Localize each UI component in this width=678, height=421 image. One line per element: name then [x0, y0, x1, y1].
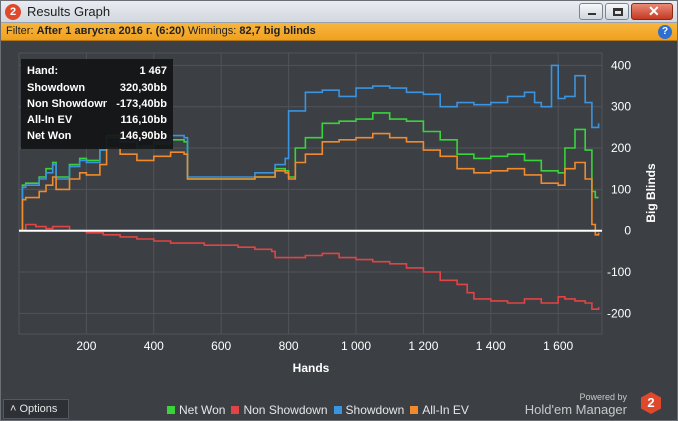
legend-item[interactable]: All-In EV — [410, 403, 469, 417]
y-tick-label: -100 — [607, 265, 631, 279]
legend-label: Net Won — [179, 403, 226, 417]
series-line-all-in-ev — [19, 132, 600, 236]
filter-text: Filter: After 1 августа 2016 г. (6:20) W… — [6, 25, 316, 37]
maximize-button[interactable] — [605, 3, 629, 20]
y-axis-label: Big Blinds — [644, 163, 658, 223]
tooltip-value: 116,10bb — [120, 114, 167, 126]
x-tick-label: 600 — [211, 339, 231, 353]
legend-item[interactable]: Non Showdown — [231, 403, 328, 417]
x-tick-label: 200 — [76, 339, 96, 353]
tooltip-row-non-showdown: Non Showdown -173,40bb — [27, 98, 169, 114]
options-label: Options — [19, 403, 58, 415]
x-axis-ticks: 200 400 600 800 1 000 1 200 1 400 1 600 — [76, 339, 573, 353]
tooltip-label: Net Won — [27, 130, 72, 142]
tooltip-row-showdown: Showdown 320,30bb — [27, 82, 169, 98]
tooltip-value: 1 467 — [139, 65, 167, 77]
y-tick-label: -200 — [607, 306, 631, 320]
series-line-showdown — [19, 64, 600, 232]
y-tick-label: 0 — [624, 224, 631, 238]
hover-tooltip: Hand: 1 467 Showdown 320,30bb Non Showdown… — [21, 59, 173, 149]
y-tick-label: 200 — [611, 141, 631, 155]
brand-area: Powered by Hold'em Manager — [525, 391, 657, 419]
y-tick-label: 300 — [611, 100, 631, 114]
winnings-value: 82,7 big blinds — [239, 25, 316, 37]
app-logo-icon: 2 — [5, 4, 21, 20]
legend-swatch — [231, 406, 240, 414]
brand-logo-icon: 2 — [641, 392, 661, 414]
legend-swatch — [410, 406, 419, 414]
tooltip-value: 320,30bb — [119, 82, 167, 94]
series-line-non-showdown — [19, 223, 600, 310]
filter-bar: Filter: After 1 августа 2016 г. (6:20) W… — [1, 23, 677, 41]
options-button[interactable]: ˄ Options — [3, 399, 69, 419]
powered-by-text: Powered by — [579, 392, 627, 402]
close-button[interactable]: ✕ — [631, 3, 673, 20]
chevron-up-icon: ˄ — [10, 403, 17, 415]
chart-series — [19, 64, 602, 310]
x-tick-label: 1 200 — [408, 339, 438, 353]
tooltip-label: Hand: — [27, 65, 59, 77]
legend-label: All-In EV — [422, 403, 469, 417]
chart-legend: Net Won Non Showdown Showdown All-In EV — [167, 403, 475, 417]
maximize-icon — [613, 8, 623, 16]
brand-name: Hold'em Manager — [524, 402, 627, 417]
legend-label: Non Showdown — [243, 403, 328, 417]
filter-value: After 1 августа 2016 г. (6:20) — [36, 25, 185, 37]
winnings-label: Winnings: — [187, 25, 237, 37]
x-tick-label: 1 000 — [341, 339, 371, 353]
x-tick-label: 400 — [144, 339, 164, 353]
x-tick-label: 1 400 — [476, 339, 506, 353]
footer-bar: ˄ Options Net Won Non Showdown Showdown All… — [1, 392, 677, 421]
tooltip-label: Non Showdown — [27, 98, 107, 110]
x-tick-label: 1 600 — [543, 339, 573, 353]
window-title: Results Graph — [27, 4, 111, 19]
tooltip-label: Showdown — [27, 82, 86, 94]
filter-label: Filter: — [6, 25, 34, 37]
legend-item[interactable]: Net Won — [167, 403, 225, 417]
legend-swatch — [333, 406, 342, 414]
x-tick-label: 800 — [279, 339, 299, 353]
series-line-net-won — [19, 112, 599, 232]
tooltip-row-net-won: Net Won 146,90bb — [27, 130, 169, 146]
tooltip-label: All-In EV — [27, 114, 73, 126]
y-tick-label: 100 — [611, 182, 631, 196]
y-axis-ticks: 400 300 200 100 0 -100 -200 — [607, 58, 631, 320]
minimize-button[interactable] — [579, 3, 603, 20]
tooltip-value: -173,40bb — [116, 98, 167, 110]
x-axis-label: Hands — [293, 361, 330, 375]
minimize-icon — [588, 13, 596, 15]
title-bar[interactable]: 2 Results Graph ✕ — [1, 1, 677, 23]
legend-item[interactable]: Showdown — [333, 403, 405, 417]
plot-frame — [18, 52, 603, 335]
tooltip-value: 146,90bb — [119, 130, 167, 142]
close-icon: ✕ — [648, 3, 660, 19]
tooltip-row-all-in-ev: All-In EV 116,10bb — [27, 114, 169, 130]
legend-swatch — [167, 406, 175, 414]
results-chart[interactable]: 200 400 600 800 1 000 1 200 1 400 1 600 400 300 2… — [1, 41, 677, 396]
y-tick-label: 400 — [611, 58, 631, 72]
tooltip-row-hand: Hand: 1 467 — [27, 65, 169, 81]
legend-label: Showdown — [345, 403, 405, 417]
help-icon[interactable]: ? — [658, 25, 672, 39]
